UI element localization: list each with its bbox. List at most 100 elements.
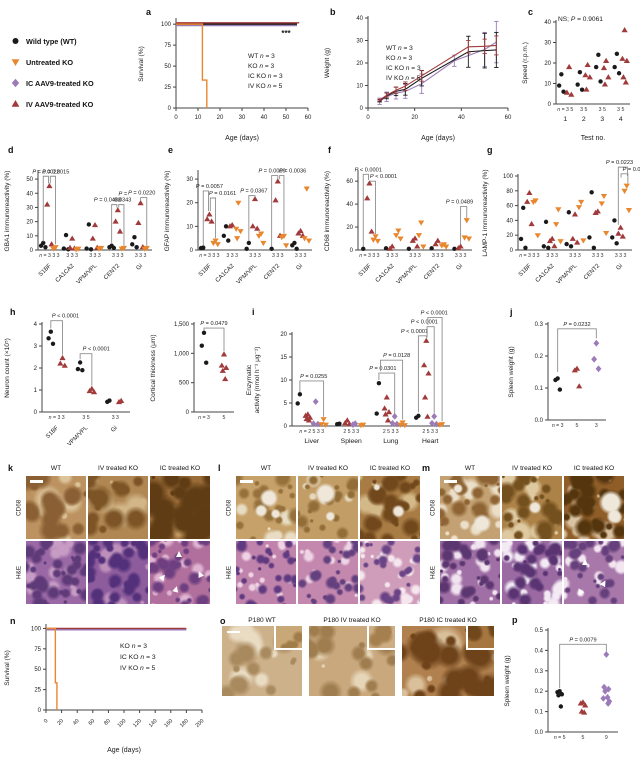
scale-bar [226,630,240,634]
svg-text:3 3 3: 3 3 3 [272,253,284,259]
panel-o-col-wt: P180 WT [222,616,302,696]
row-label-cd68: CD68 [225,499,233,516]
micrograph-l-cd68-wt [236,476,296,539]
arrowhead-icon [158,572,167,581]
svg-text:10: 10 [544,82,551,88]
row-label-he: H&E [429,565,437,580]
scale-bar [443,480,457,483]
svg-text:GBA1 immunoreactivity (%): GBA1 immunoreactivity (%) [4,171,11,252]
panel-c-rotarod-chart: 0 10 20 30 40 Speed (r.p.m.) 1 2 3 4 n = 3 5 3 5 3 5… [520,4,638,144]
panel-m-he-row: H&E [428,541,624,604]
chart-canvas: 0 1 2 3 4 Neuron count (×10⁵) S1BF VPM/VPL Gi n =… [4,314,130,448]
circle-marker-icon [10,36,21,46]
svg-text:Liver: Liver [304,438,319,445]
svg-text:VPM/VPL: VPM/VPL [396,263,419,286]
svg-text:n = 5: n = 5 [554,735,566,741]
svg-text:20: 20 [506,233,513,239]
svg-text:60: 60 [505,115,512,121]
svg-text:4: 4 [619,116,623,123]
panel-letter-f: f [328,145,331,155]
svg-text:50: 50 [26,177,33,183]
panel-l-histology: WT IV treated KO IC treated KO CD68 H&E [224,464,420,604]
svg-text:n = 3: n = 3 [552,423,564,429]
svg-text:P = 0.0301: P = 0.0301 [369,366,396,372]
svg-text:100: 100 [31,626,42,632]
panel-letter-k: k [8,463,14,473]
svg-text:CA1CA2: CA1CA2 [55,263,76,284]
svg-text:40: 40 [506,218,513,224]
svg-text:n = 3 5: n = 3 5 [557,107,573,113]
svg-text:KO n = 3: KO n = 3 [386,55,413,62]
column-header: P180 WT [248,617,276,624]
svg-text:n = 2 5 3 3: n = 2 5 3 3 [299,429,324,435]
svg-text:P < 0.0001: P < 0.0001 [411,320,438,326]
panel-h-neuron-count-chart: 0 1 2 3 4 Neuron count (×10⁵) S1BF VPM/VPL Gi n =… [2,304,138,460]
micrograph-l-he-wt [236,541,296,604]
legend-item-ic-treated-ko: IC AAV9-treated KO [10,78,140,88]
svg-text:0.0: 0.0 [535,418,544,424]
svg-text:Spleen weight (g): Spleen weight (g) [504,655,511,706]
svg-text:P = 0.0489: P = 0.0489 [446,199,473,205]
svg-text:P = 0.0479: P = 0.0479 [200,321,227,327]
legend-label: IV AAV9-treated KO [26,99,94,109]
svg-text:Survival (%): Survival (%) [138,46,145,82]
svg-text:Lung: Lung [383,438,398,445]
svg-text:100: 100 [503,174,514,180]
row-label-he: H&E [15,565,23,580]
column-header: IV treated KO [98,465,138,472]
column-header: IV treated KO [308,465,348,472]
svg-text:30: 30 [186,177,193,183]
svg-text:P < 0.0001: P < 0.0001 [421,310,448,316]
svg-text:WT n = 3: WT n = 3 [386,45,413,52]
svg-text:Heart: Heart [422,438,439,445]
svg-text:CA1CA2: CA1CA2 [375,263,396,284]
panel-letter-m: m [422,463,431,473]
svg-text:P =: P = [119,192,128,198]
panel-n-survival-chart: 0 25 50 75 100 Survival (%) 0 20 40 60 80 100 120 140… [2,614,218,756]
svg-text:***: *** [281,29,291,38]
micrograph-k-cd68-wt [26,476,86,539]
arrowhead-icon [576,586,585,595]
svg-text:0: 0 [168,106,172,112]
svg-text:3 3 3: 3 3 3 [249,253,261,259]
svg-text:P = 0.0036: P = 0.0036 [279,169,306,175]
svg-text:CENT2: CENT2 [583,263,602,282]
legend-label: IC AAV9-treated KO [26,78,94,88]
svg-text:activity (nmol h⁻¹ μg⁻¹): activity (nmol h⁻¹ μg⁻¹) [254,347,261,414]
svg-text:P = 0.0232: P = 0.0232 [563,322,590,328]
svg-text:P = 0.0128: P = 0.0128 [383,353,410,359]
svg-text:P = 0.0057: P = 0.0057 [196,184,223,190]
chart-canvas: 0 25 50 75 100 Survival (%) 0 10 20 30 40 50 60 *** Ag… [138,18,312,142]
svg-text:20: 20 [544,61,551,67]
micrograph-l-cd68-iv [298,476,358,539]
chart-canvas: 0 10 20 30 40 50 GBA1 immunoreactivity (%) S1BF… [4,169,155,286]
micrograph-m-cd68-wt [440,476,500,539]
svg-text:10: 10 [280,378,287,384]
inset-image [274,626,302,650]
svg-text:VPM/VPL: VPM/VPL [236,263,259,286]
figure-legend: Wild type (WT) Untreated KO IC AAV9-trea… [10,36,140,120]
svg-text:P = 0.0015: P = 0.0015 [42,169,69,175]
svg-text:CENT2: CENT2 [423,263,442,282]
panel-letter-l: l [218,463,221,473]
svg-text:2 5 3 3: 2 5 3 3 [422,429,438,435]
svg-text:WT n = 3: WT n = 3 [248,53,275,60]
arrowhead-icon [176,551,183,558]
svg-text:30: 30 [26,205,33,211]
svg-text:S1BF: S1BF [358,263,373,278]
micrograph-k-cd68-iv [88,476,148,539]
micrograph-m-he-ic [564,541,624,604]
panel-k-column-headers: WT IV treated KO IC treated KO [26,464,210,474]
svg-text:3 3 3: 3 3 3 [569,253,581,259]
legend-item-wild-type: Wild type (WT) [10,36,140,46]
svg-text:0.5: 0.5 [535,628,544,634]
panel-g-lamp1-chart: 0 20 40 60 80 100 LAMP-1 immunoreactivity (%) S… [480,142,640,302]
scale-bar [239,480,253,483]
svg-text:0.1: 0.1 [535,386,544,392]
svg-text:20: 20 [217,115,224,121]
svg-text:Gi: Gi [110,425,118,433]
panel-h-cortical-thickness-chart: 0 500 1,000 1,500 Cortical thickness (μm) n =… [148,304,244,460]
svg-text:60: 60 [88,718,97,727]
panel-letter-b: b [330,7,336,17]
svg-text:0: 0 [510,248,514,254]
